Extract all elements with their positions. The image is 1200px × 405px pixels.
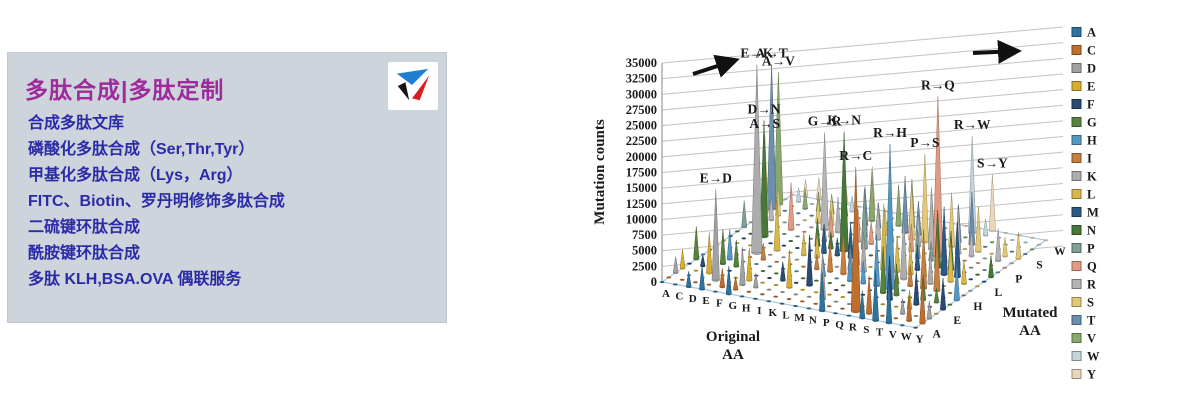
- svg-text:10000: 10000: [626, 212, 657, 226]
- svg-text:D: D: [1087, 62, 1096, 76]
- svg-text:7500: 7500: [632, 228, 657, 242]
- svg-text:S: S: [1087, 296, 1094, 310]
- svg-text:R→W: R→W: [954, 117, 991, 132]
- svg-text:I: I: [1087, 152, 1092, 166]
- svg-text:Original: Original: [706, 329, 760, 345]
- service-item-disulfide-cyclic[interactable]: 二硫键环肽合成: [28, 219, 141, 236]
- svg-text:H: H: [1087, 134, 1097, 148]
- mutation-counts-3d-cone-plot: S→Y R→W A→VA→T A→S P→S G→R R→Q D→N K→N E→K R→H E→D R…: [592, 26, 1100, 382]
- svg-text:V: V: [1087, 332, 1096, 346]
- svg-text:C: C: [1087, 44, 1096, 58]
- svg-text:E: E: [953, 315, 961, 327]
- svg-text:R: R: [1087, 278, 1097, 292]
- svg-text:G→R: G→R: [808, 114, 842, 129]
- svg-text:W: W: [1087, 350, 1100, 364]
- company-logo: [388, 62, 438, 110]
- svg-text:A→S: A→S: [749, 116, 780, 131]
- svg-text:P→S: P→S: [910, 135, 939, 150]
- mutation-counts-3d-chart: S→Y R→W A→V A→T A→S P→S G→R R→Q D→N K→N E→K R→H E→D R…: [560, 0, 1200, 400]
- service-item-klh-bsa-ova[interactable]: 多肽 KLH,BSA.OVA 偶联服务: [28, 271, 242, 288]
- svg-text:32500: 32500: [626, 72, 657, 86]
- svg-text:AA: AA: [722, 347, 744, 363]
- svg-text:22500: 22500: [626, 134, 657, 148]
- svg-text:S→Y: S→Y: [977, 155, 1008, 170]
- svg-text:D: D: [689, 293, 697, 305]
- promo-panel: 多肽合成|多肽定制 合成多肽文库 磷酸化多肽合成（Ser,Thr,Tyr） 甲基…: [7, 52, 447, 323]
- svg-text:K→N: K→N: [827, 113, 861, 128]
- svg-text:A: A: [662, 288, 670, 300]
- svg-text:D→N: D→N: [748, 102, 781, 117]
- svg-text:L: L: [1087, 188, 1095, 202]
- svg-text:27500: 27500: [626, 103, 657, 117]
- svg-text:Mutation counts: Mutation counts: [592, 119, 608, 225]
- svg-text:P: P: [1087, 242, 1095, 256]
- svg-text:S: S: [1036, 260, 1042, 272]
- svg-text:R→C: R→C: [839, 148, 872, 163]
- svg-text:P: P: [1015, 273, 1022, 285]
- svg-text:W: W: [901, 331, 912, 343]
- svg-text:Q: Q: [1087, 260, 1097, 274]
- svg-text:I: I: [757, 305, 761, 317]
- svg-text:Q: Q: [835, 319, 844, 331]
- svg-text:AA: AA: [1019, 323, 1041, 339]
- svg-text:A→T: A→T: [755, 46, 787, 61]
- svg-text:K: K: [1087, 170, 1097, 184]
- svg-text:A: A: [1087, 26, 1096, 40]
- svg-text:N: N: [809, 314, 817, 326]
- svg-text:W: W: [1054, 246, 1066, 258]
- svg-text:F: F: [1087, 98, 1095, 112]
- svg-text:2500: 2500: [632, 259, 657, 273]
- svg-text:Mutated: Mutated: [1003, 305, 1059, 321]
- svg-text:A: A: [932, 329, 941, 341]
- service-item-amide-cyclic[interactable]: 酰胺键环肽合成: [28, 245, 141, 262]
- svg-text:H: H: [742, 302, 751, 314]
- service-item-fitc-biotin[interactable]: FITC、Biotin、罗丹明修饰多肽合成: [28, 193, 285, 210]
- svg-text:Y: Y: [1087, 368, 1096, 382]
- svg-text:R: R: [849, 322, 858, 334]
- svg-text:F: F: [716, 298, 723, 310]
- svg-text:C: C: [675, 290, 683, 302]
- service-item-peptide-library[interactable]: 合成多肽文库: [28, 115, 125, 132]
- svg-text:15000: 15000: [626, 181, 657, 195]
- svg-text:R→H: R→H: [873, 125, 907, 140]
- svg-text:35000: 35000: [626, 56, 657, 70]
- svg-text:0: 0: [651, 275, 657, 289]
- svg-text:L: L: [994, 287, 1002, 299]
- service-item-methyl-peptide[interactable]: 甲基化多肽合成（Lys，Arg）: [28, 167, 243, 184]
- svg-text:25000: 25000: [626, 119, 657, 133]
- logo-triangle-pinwheel-icon: [396, 68, 430, 101]
- svg-text:Y: Y: [916, 334, 924, 346]
- svg-text:H: H: [973, 301, 982, 313]
- svg-text:M: M: [794, 312, 805, 324]
- svg-text:V: V: [889, 329, 897, 341]
- svg-text:S: S: [863, 324, 869, 336]
- svg-text:20000: 20000: [626, 150, 657, 164]
- svg-text:G: G: [1087, 116, 1097, 130]
- svg-text:T: T: [1087, 314, 1096, 328]
- svg-text:E: E: [1087, 80, 1095, 94]
- svg-text:E→D: E→D: [700, 170, 733, 185]
- svg-text:17500: 17500: [626, 166, 657, 180]
- svg-text:R→Q: R→Q: [921, 77, 955, 92]
- svg-text:5000: 5000: [632, 244, 657, 258]
- svg-text:P: P: [823, 317, 830, 329]
- svg-text:L: L: [782, 310, 789, 322]
- svg-text:A→V: A→V: [762, 53, 795, 68]
- svg-text:G: G: [729, 300, 738, 312]
- svg-text:N: N: [1087, 224, 1096, 238]
- promo-title: 多肽合成|多肽定制: [25, 77, 225, 103]
- svg-text:T: T: [876, 326, 884, 338]
- svg-text:12500: 12500: [626, 197, 657, 211]
- svg-text:E→K: E→K: [740, 46, 774, 61]
- svg-text:30000: 30000: [626, 87, 657, 101]
- service-menu: 合成多肽文库 磷酸化多肽合成（Ser,Thr,Tyr） 甲基化多肽合成（Lys，…: [28, 111, 285, 293]
- svg-text:M: M: [1087, 206, 1099, 220]
- service-item-phospho-peptide[interactable]: 磷酸化多肽合成（Ser,Thr,Tyr）: [28, 141, 255, 158]
- svg-text:E: E: [702, 295, 709, 307]
- svg-text:K: K: [769, 307, 778, 319]
